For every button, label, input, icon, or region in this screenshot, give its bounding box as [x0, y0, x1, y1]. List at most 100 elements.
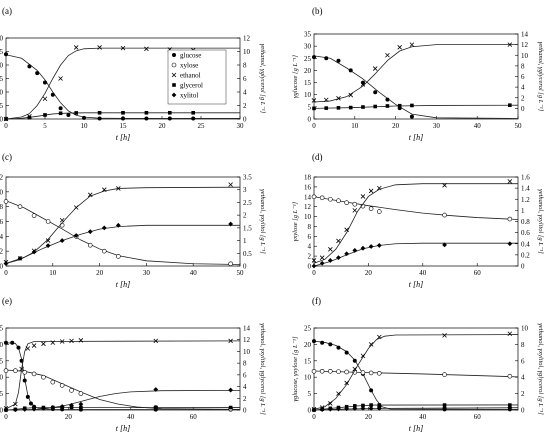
data-point-ethanol — [144, 46, 149, 52]
y-right-tick-label: 0.8 — [521, 218, 530, 226]
chart-panel-f: (f) 0 20 40 60 0 5 10 15 20 25 0 2 4 6 8 10 t [h] γglucose… — [292, 296, 544, 433]
data-point-xylose — [442, 212, 447, 218]
y-right-tick-label: 0.6 — [521, 229, 530, 237]
data-point-ethanol — [116, 186, 121, 191]
y-left-tick-label: 18 — [304, 174, 312, 182]
fit-curve-glucose — [314, 55, 518, 119]
data-point-glycerol — [32, 405, 36, 410]
data-point-xylose — [376, 209, 382, 214]
series-xylose — [311, 368, 518, 379]
data-point-xylose — [69, 388, 74, 393]
y-right-tick-label: 2.5 — [243, 199, 252, 207]
y-right-tick-label: 0 — [243, 263, 247, 271]
x-tick-label: 0 — [312, 122, 316, 130]
y-left-tick-label: 2 — [308, 253, 312, 261]
data-point-glycerol — [191, 110, 195, 115]
data-point-glycerol — [60, 405, 64, 410]
series-ethanol — [311, 179, 518, 264]
y-right-tick-label: 10 — [521, 325, 529, 333]
y-left-tick-label: 10 — [304, 213, 312, 221]
data-point-glycerol — [4, 117, 8, 121]
data-point-ethanol — [409, 42, 415, 47]
y-right-axis-label: γethanol, γglycerol [g L⁻¹] — [537, 42, 544, 112]
series-glycerol — [312, 103, 518, 111]
data-point-ethanol — [372, 66, 378, 71]
x-tick-label: 10 — [49, 269, 57, 277]
y-left-tick-label: 20 — [304, 67, 312, 75]
data-point-glucose — [43, 80, 47, 85]
y-left-tick-label: 10 — [0, 89, 4, 97]
y-right-tick-label: 2 — [243, 102, 247, 110]
data-point-ethanol — [228, 338, 233, 344]
y-right-tick-label: 10 — [521, 52, 529, 60]
y-right-axis-label: γethanol, γxylitol [g L⁻¹] — [259, 189, 266, 254]
y-right-tick-label: 3.5 — [243, 174, 252, 182]
data-point-glycerol — [27, 115, 32, 120]
data-point-xylitol — [336, 406, 341, 412]
y-left-tick-label: 8 — [0, 203, 4, 211]
y-right-tick-label: 8 — [521, 341, 525, 349]
y-right-tick-label: 1 — [521, 207, 525, 215]
data-point-glycerol — [41, 405, 46, 410]
x-tick-label: 30 — [433, 122, 441, 130]
series-ethanol — [311, 331, 518, 412]
data-point-xylitol — [153, 387, 159, 392]
x-axis-label: t [h] — [116, 280, 130, 289]
data-point-glucose — [4, 52, 8, 57]
data-point-xylitol — [368, 244, 374, 249]
data-point-glycerol — [377, 403, 382, 407]
data-point-xylose — [344, 369, 349, 375]
data-point-glucose — [58, 106, 63, 111]
legend-marker — [171, 92, 177, 98]
data-point-xylose — [87, 242, 93, 248]
data-point-xylitol — [45, 243, 51, 249]
data-point-ethanol — [78, 338, 84, 343]
y-left-tick-label: 5 — [308, 390, 312, 398]
data-point-xylitol — [17, 255, 23, 261]
x-tick-label: 20 — [96, 269, 104, 277]
fit-curve-xylose — [6, 200, 240, 265]
data-point-xylitol — [311, 407, 317, 413]
chart-panel-a: (a)051015202530051015202530024681012t [h… — [0, 6, 266, 142]
data-point-ethanol — [153, 338, 159, 344]
y-left-tick-label: 0 — [0, 263, 4, 271]
y-right-axis-label: γethanol, γglycerol [g L⁻¹] — [259, 44, 266, 114]
data-point-ethanol — [336, 238, 341, 244]
series-xylose — [311, 194, 518, 222]
y-left-tick-label: 25 — [0, 48, 4, 56]
y-left-tick-label: 8 — [308, 223, 312, 231]
data-point-xylitol — [319, 260, 325, 266]
data-point-xylitol — [319, 407, 325, 412]
data-point-ethanol — [87, 192, 93, 198]
data-point-ethanol — [360, 82, 366, 87]
y-left-tick-label: 4 — [0, 233, 4, 241]
y-right-tick-label: 1.5 — [243, 224, 252, 232]
data-point-glycerol — [228, 405, 233, 410]
series-glucose — [4, 52, 240, 121]
x-tick-label: 30 — [237, 122, 245, 130]
y-left-tick-label: 15 — [304, 79, 312, 87]
data-point-xylose — [311, 368, 317, 374]
data-point-xylitol — [3, 261, 9, 266]
panel-letter: (a) — [2, 6, 12, 16]
data-point-glucose — [144, 116, 149, 121]
x-tick-label: 40 — [127, 413, 135, 421]
data-point-xylose — [311, 194, 317, 200]
data-point-ethanol — [97, 45, 102, 50]
data-point-xylose — [368, 370, 374, 376]
x-tick-label: 20 — [365, 269, 373, 277]
data-point-xylose — [319, 195, 325, 201]
x-axis-label: t [h] — [409, 424, 423, 433]
data-point-glycerol — [79, 405, 83, 410]
x-tick-label: 10 — [81, 122, 89, 130]
y-right-tick-label: 12 — [521, 41, 529, 49]
data-point-glucose — [409, 114, 414, 119]
fit-curve-glucose — [314, 340, 518, 410]
series-glycerol — [4, 110, 240, 121]
data-point-xylitol — [352, 406, 358, 411]
data-point-ethanol — [13, 401, 18, 407]
y-left-tick-label: 15 — [0, 357, 4, 365]
data-point-xylose — [31, 371, 37, 377]
data-point-ethanol — [73, 45, 79, 50]
